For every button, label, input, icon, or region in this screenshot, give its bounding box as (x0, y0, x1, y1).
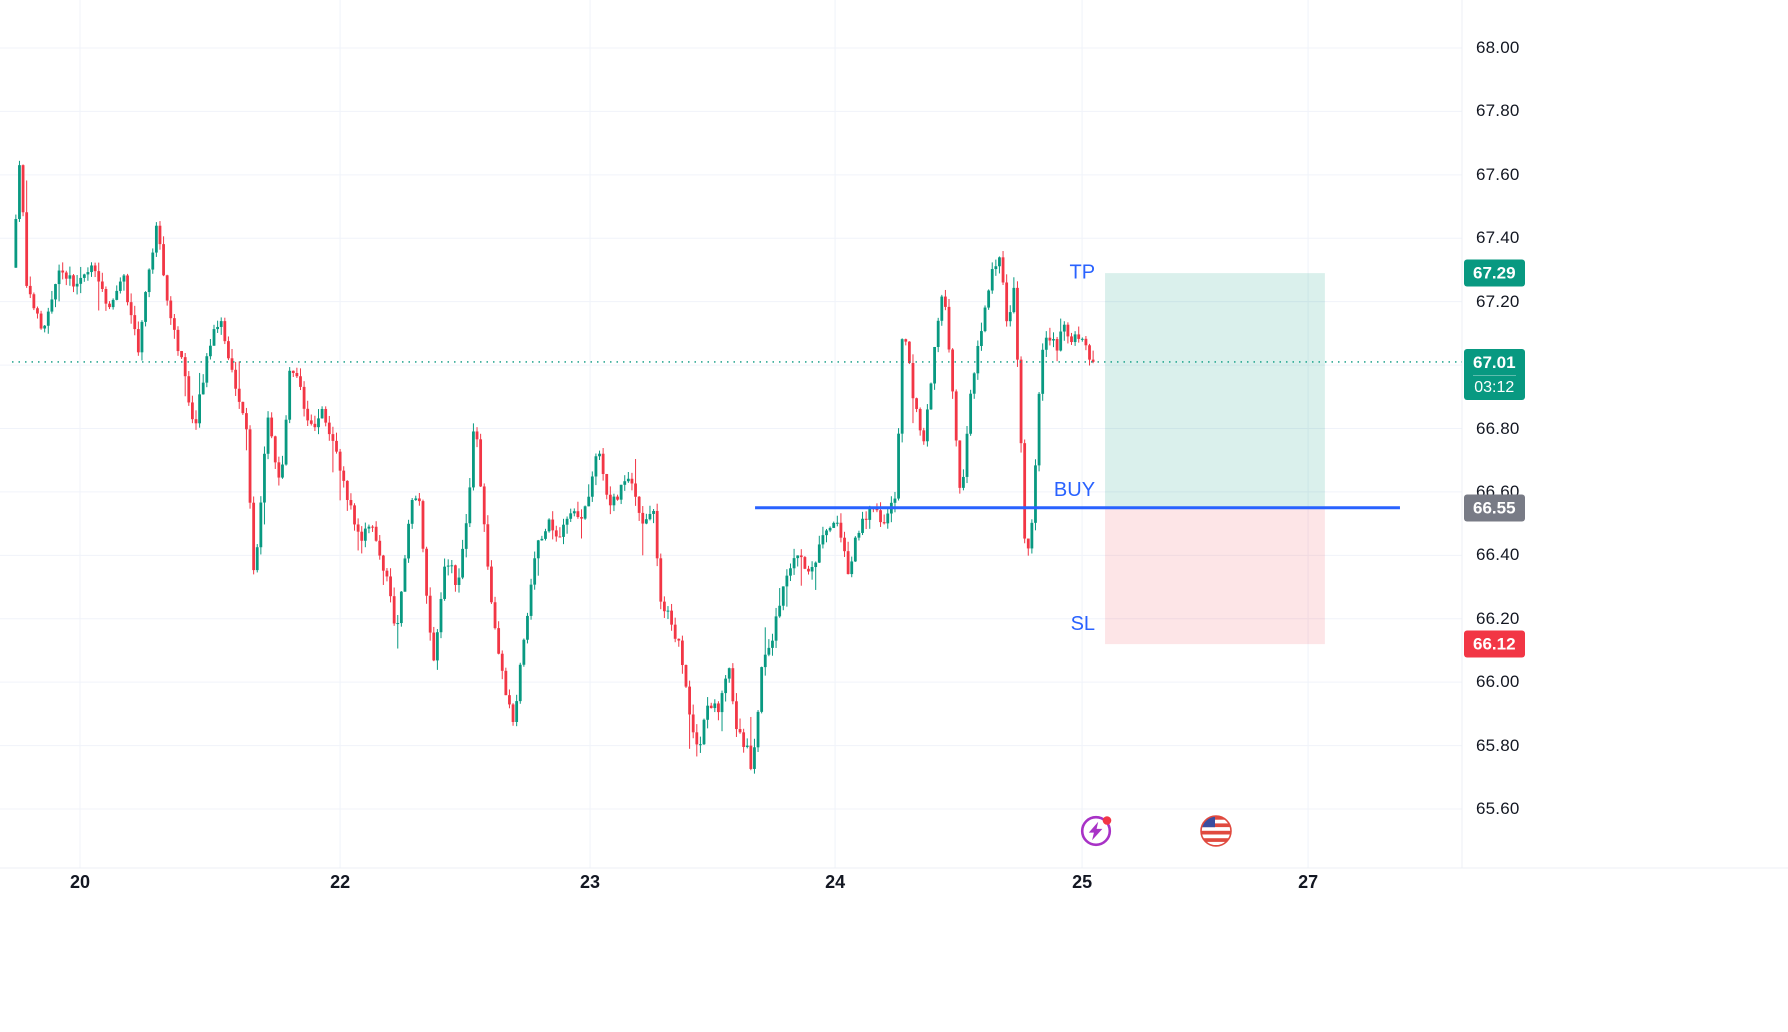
time-tick-label: 22 (330, 872, 351, 892)
last-price-value: 67.01 (1473, 352, 1516, 372)
candles-layer (14, 160, 1095, 774)
price-tick-label: 67.60 (1476, 164, 1520, 184)
time-tick-label: 20 (69, 872, 91, 892)
tp-price-badge: 67.29 (1464, 259, 1525, 287)
price-tick-label: 67.40 (1476, 228, 1520, 248)
price-tick-label: 66.40 (1476, 545, 1520, 565)
last-price-badge: 67.01 03:12 (1464, 348, 1525, 400)
loss-zone[interactable] (1105, 507, 1325, 645)
take-profit-label[interactable]: TP (1069, 261, 1096, 284)
price-tick-label: 67.20 (1476, 291, 1520, 311)
price-tick-label: 65.80 (1476, 735, 1520, 755)
price-tick-label: 68.00 (1476, 38, 1520, 57)
lightning-event-icon[interactable] (1079, 814, 1113, 848)
grid-layer (0, 0, 1788, 869)
time-tick-label: 25 (1072, 872, 1093, 892)
profit-zone[interactable] (1105, 273, 1325, 508)
price-tick-label: 65.60 (1476, 799, 1520, 818)
lightning-icon (1080, 815, 1112, 847)
time-tick-label: 23 (580, 872, 601, 892)
price-tick-label: 66.80 (1476, 418, 1520, 438)
us-flag-icon (1200, 815, 1232, 847)
time-tick-label: 27 (1298, 872, 1319, 892)
us-flag-event-icon[interactable] (1199, 814, 1233, 848)
sl-price-badge: 66.12 (1464, 630, 1525, 658)
entry-price-badge: 66.55 (1464, 494, 1525, 522)
price-tick-label: 66.00 (1476, 672, 1520, 692)
bar-countdown: 03:12 (1473, 374, 1516, 400)
buy-entry-label[interactable]: BUY (1053, 478, 1096, 501)
price-tick-label: 67.80 (1476, 101, 1520, 121)
price-tick-label: 66.20 (1476, 608, 1520, 628)
stop-loss-label[interactable]: SL (1070, 613, 1096, 636)
time-tick-label: 24 (825, 872, 846, 892)
